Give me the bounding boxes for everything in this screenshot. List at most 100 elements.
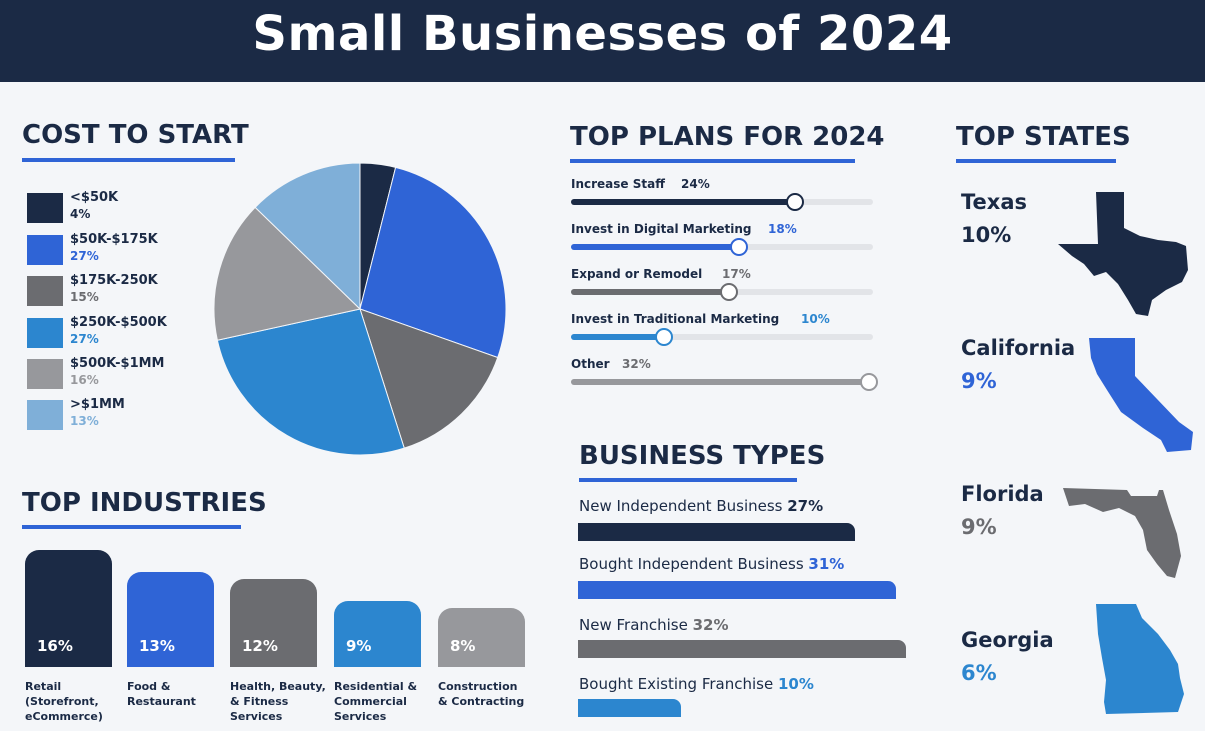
legend-swatch — [27, 276, 63, 306]
pie-slice — [216, 308, 405, 456]
top-industries-heading: TOP INDUSTRIES — [22, 488, 267, 518]
plan-slider-fill — [571, 379, 869, 385]
industry-label: Food & Restaurant — [127, 680, 196, 708]
legend-item: <$50K 4% — [27, 190, 217, 226]
industry-label: Construction & Contracting — [438, 680, 525, 708]
state-name-georgia: Georgia — [961, 628, 1054, 652]
plan-slider-track — [571, 373, 878, 391]
legend-swatch — [27, 318, 63, 348]
plan-slider-fill — [571, 244, 739, 250]
business-type-label: Bought Independent Business 31% — [579, 555, 844, 573]
industry-label: Health, Beauty, & Fitness Services — [230, 680, 326, 723]
legend-item: $500K-$1MM 16% — [27, 356, 217, 392]
legend-pct: 27% — [70, 332, 99, 346]
cost-pie-chart — [213, 162, 507, 456]
business-type-pct: 31% — [808, 555, 845, 573]
page-title: Small Businesses of 2024 — [252, 6, 953, 62]
plan-label: Increase Staff — [571, 177, 665, 191]
plan-pct: 24% — [681, 177, 710, 191]
legend-label: >$1MM — [70, 397, 125, 412]
industry-pct: 13% — [139, 637, 175, 655]
legend-label: <$50K — [70, 190, 119, 205]
business-type-bar — [578, 523, 855, 541]
business-type-label: Bought Existing Franchise 10% — [579, 675, 814, 693]
legend-label: $175K-250K — [70, 273, 158, 288]
pie-slice — [213, 206, 362, 341]
cost-to-start-underline — [22, 158, 235, 162]
pie-slice — [359, 308, 499, 449]
california-map-icon — [1089, 338, 1193, 452]
plan-slider-fill — [571, 289, 729, 295]
business-type-pct: 32% — [692, 616, 729, 634]
business-types-heading: BUSINESS TYPES — [579, 441, 826, 471]
state-name-california: California — [961, 336, 1076, 360]
legend-label: $50K-$175K — [70, 232, 158, 247]
header-banner: Small Businesses of 2024 — [0, 0, 1205, 82]
business-type-bar — [578, 640, 906, 658]
plan-slider-handle — [730, 238, 748, 256]
business-type-pct: 10% — [777, 675, 814, 693]
plan-label: Invest in Digital Marketing — [571, 222, 752, 236]
industry-bar: 8% — [438, 608, 525, 667]
plan-slider-handle — [655, 328, 673, 346]
business-type-bar — [578, 699, 681, 717]
pie-slice — [254, 162, 361, 311]
plan-slider-track — [571, 283, 873, 301]
plan-slider-track — [571, 238, 873, 256]
georgia-map-icon — [1096, 604, 1184, 714]
legend-item: $250K-$500K 27% — [27, 315, 217, 351]
plan-slider-track — [571, 193, 873, 211]
business-type-label: New Independent Business 27% — [579, 497, 823, 515]
plan-pct: 10% — [801, 312, 830, 326]
legend-item: $175K-250K 15% — [27, 273, 217, 309]
state-name-florida: Florida — [961, 482, 1044, 506]
texas-map-icon — [1058, 192, 1188, 316]
industry-label: Retail (Storefront, eCommerce) — [25, 680, 103, 723]
business-type-bar — [578, 581, 896, 599]
legend-swatch — [27, 193, 63, 223]
legend-swatch — [27, 235, 63, 265]
industry-pct: 8% — [450, 637, 476, 655]
industry-pct: 9% — [346, 637, 372, 655]
top-plans-heading: TOP PLANS FOR 2024 — [570, 122, 885, 152]
industry-bar: 13% — [127, 572, 214, 667]
top-states-underline — [956, 159, 1116, 163]
plan-pct: 32% — [622, 357, 651, 371]
business-type-name: Bought Independent Business — [579, 555, 809, 573]
pie-slice — [359, 166, 507, 359]
plan-slider-handle — [786, 193, 804, 211]
business-type-name: New Franchise — [579, 616, 693, 634]
business-type-name: New Independent Business — [579, 497, 788, 515]
business-type-pct: 27% — [787, 497, 824, 515]
legend-pct: 27% — [70, 249, 99, 263]
business-types-underline — [579, 478, 797, 482]
plan-slider-track — [571, 328, 873, 346]
business-type-label: New Franchise 32% — [579, 616, 729, 634]
cost-to-start-heading: COST TO START — [22, 120, 249, 150]
legend-label: $250K-$500K — [70, 315, 167, 330]
legend-pct: 4% — [70, 207, 91, 221]
legend-label: $500K-$1MM — [70, 356, 165, 371]
state-pct-georgia: 6% — [961, 661, 997, 685]
industry-bar: 9% — [334, 601, 421, 667]
industry-label: Residential & Commercial Services — [334, 680, 418, 723]
legend-pct: 16% — [70, 373, 99, 387]
florida-map-icon — [1063, 488, 1181, 578]
top-plans-underline — [570, 159, 855, 163]
plan-slider-fill — [571, 199, 795, 205]
state-pct-california: 9% — [961, 369, 997, 393]
legend-item: $50K-$175K 27% — [27, 232, 217, 268]
plan-label: Invest in Traditional Marketing — [571, 312, 780, 326]
plan-slider-handle — [860, 373, 878, 391]
legend-pct: 13% — [70, 414, 99, 428]
industry-pct: 16% — [37, 637, 73, 655]
state-pct-texas: 10% — [961, 223, 1012, 247]
state-pct-florida: 9% — [961, 515, 997, 539]
legend-item: >$1MM 13% — [27, 397, 217, 433]
plan-slider-fill — [571, 334, 664, 340]
plan-slider-handle — [720, 283, 738, 301]
plan-label: Expand or Remodel — [571, 267, 703, 281]
industry-bar: 12% — [230, 579, 317, 667]
industry-pct: 12% — [242, 637, 278, 655]
legend-swatch — [27, 400, 63, 430]
